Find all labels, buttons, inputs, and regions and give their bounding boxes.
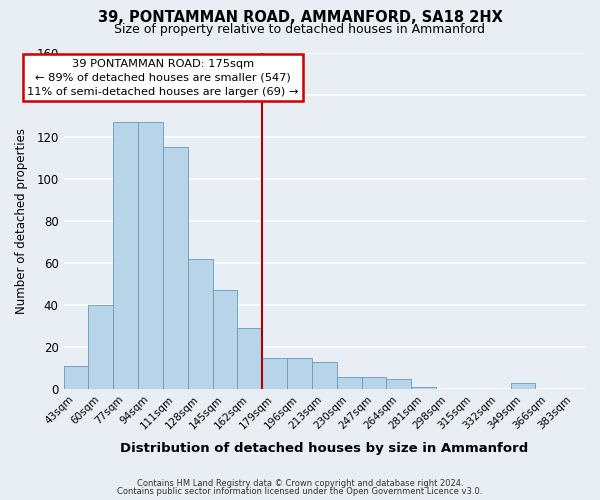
Text: Size of property relative to detached houses in Ammanford: Size of property relative to detached ho…: [115, 22, 485, 36]
Text: Contains HM Land Registry data © Crown copyright and database right 2024.: Contains HM Land Registry data © Crown c…: [137, 478, 463, 488]
Bar: [312, 362, 337, 389]
Y-axis label: Number of detached properties: Number of detached properties: [15, 128, 28, 314]
Bar: [88, 305, 113, 389]
Bar: [287, 358, 312, 389]
Bar: [411, 387, 436, 389]
Bar: [511, 383, 535, 389]
Bar: [337, 376, 362, 389]
Bar: [262, 358, 287, 389]
X-axis label: Distribution of detached houses by size in Ammanford: Distribution of detached houses by size …: [120, 442, 529, 455]
Bar: [64, 366, 88, 389]
Text: 39 PONTAMMAN ROAD: 175sqm
← 89% of detached houses are smaller (547)
11% of semi: 39 PONTAMMAN ROAD: 175sqm ← 89% of detac…: [27, 59, 299, 97]
Bar: [163, 147, 188, 389]
Bar: [188, 258, 212, 389]
Bar: [386, 378, 411, 389]
Bar: [212, 290, 238, 389]
Text: 39, PONTAMMAN ROAD, AMMANFORD, SA18 2HX: 39, PONTAMMAN ROAD, AMMANFORD, SA18 2HX: [98, 10, 502, 25]
Bar: [113, 122, 138, 389]
Bar: [362, 376, 386, 389]
Bar: [138, 122, 163, 389]
Bar: [238, 328, 262, 389]
Text: Contains public sector information licensed under the Open Government Licence v3: Contains public sector information licen…: [118, 487, 482, 496]
